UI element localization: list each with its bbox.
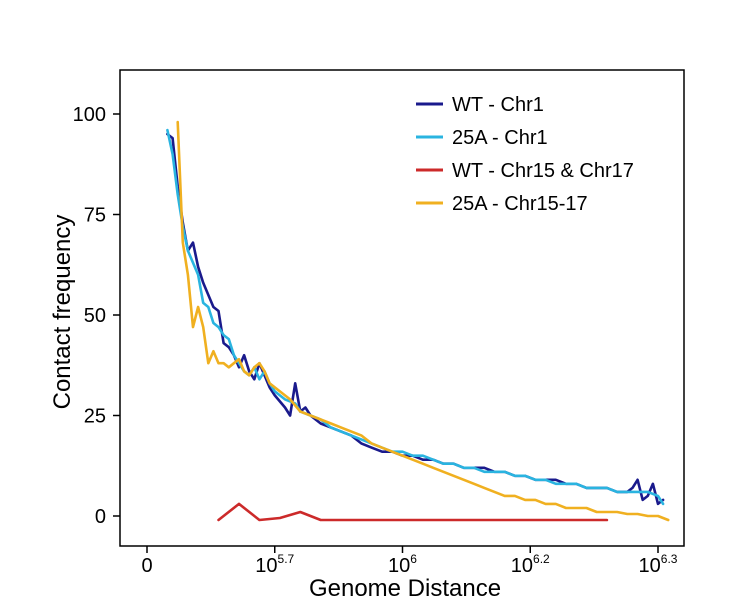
x-axis: 0 105.7 106 106.2 106.3	[141, 546, 678, 577]
y-tick-label: 100	[73, 104, 106, 126]
y-tick-label: 25	[84, 406, 106, 428]
y-tick-label: 0	[95, 506, 106, 528]
series-line-3	[217, 502, 609, 522]
y-tick-label: 50	[84, 305, 106, 327]
x-tick-label: 106	[388, 552, 417, 577]
legend-label: WT - Chr1	[452, 94, 544, 116]
series-group	[166, 120, 670, 522]
series-line-4	[176, 120, 670, 522]
y-axis-title: Contact frequency	[49, 215, 76, 410]
legend: WT - Chr1 25A - Chr1 WT - Chr15 & Chr17 25A…	[416, 94, 634, 215]
plot-frame	[119, 69, 685, 547]
series-line-2	[166, 128, 665, 506]
x-tick-label: 106.2	[511, 552, 550, 577]
legend-label: 25A - Chr15-17	[452, 193, 588, 215]
y-axis: 0 25 50 75 100	[73, 104, 120, 528]
x-tick-label: 105.7	[255, 552, 294, 577]
y-tick-label: 75	[84, 205, 106, 227]
x-tick-label: 106.3	[639, 552, 678, 577]
legend-label: WT - Chr15 & Chr17	[452, 160, 634, 182]
series-line-1	[166, 132, 665, 506]
x-axis-title: Genome Distance	[309, 575, 501, 601]
legend-label: 25A - Chr1	[452, 127, 548, 149]
x-tick-label: 0	[141, 555, 152, 577]
